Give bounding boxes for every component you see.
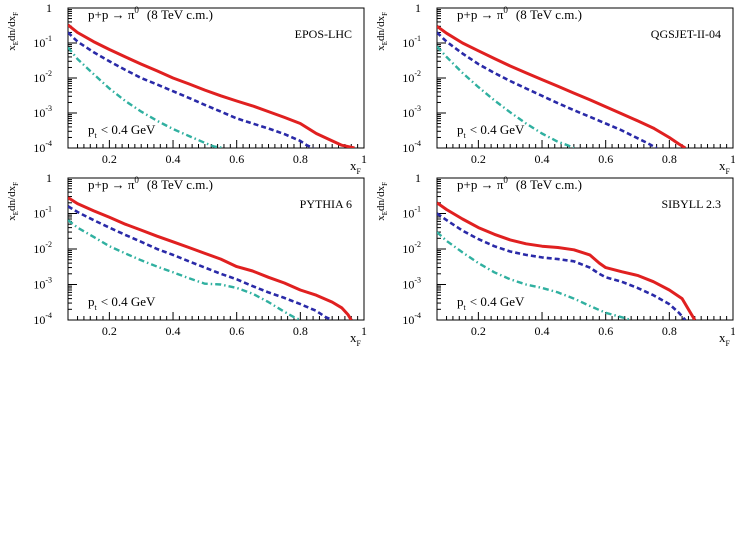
y-tick-label: 1 bbox=[46, 1, 52, 15]
process-label: p+p → π0 (8 TeV c.m.) bbox=[457, 5, 582, 22]
x-tick-label: 0.8 bbox=[293, 324, 308, 338]
panel-4: 0.2 0.4 0.6 0.8 110-410-310-210-11xFxEdn/dxF… bbox=[375, 171, 735, 348]
x-tick-label: 0.2 bbox=[471, 324, 486, 338]
series-line-dashdot bbox=[437, 45, 575, 148]
series-line-dashed bbox=[437, 31, 658, 148]
panel-3: 0.2 0.4 0.6 0.8 110-410-310-210-11xFxEdn/dxF… bbox=[6, 171, 367, 348]
x-tick-label: 0.8 bbox=[662, 324, 677, 338]
y-tick-label: 1 bbox=[415, 171, 421, 185]
y-tick-label: 10-3 bbox=[402, 104, 421, 120]
process-label: p+p → π0 (8 TeV c.m.) bbox=[88, 5, 213, 22]
x-axis-label: xF bbox=[719, 158, 731, 176]
x-tick-label: 0.6 bbox=[229, 152, 244, 166]
y-tick-label: 10-4 bbox=[33, 139, 52, 155]
x-tick-label: 1 bbox=[361, 324, 367, 338]
y-tick-label: 10-3 bbox=[33, 104, 52, 120]
cut-label: pt < 0.4 GeV bbox=[88, 122, 156, 140]
x-tick-label: 0.4 bbox=[166, 152, 181, 166]
cut-label: pt < 0.4 GeV bbox=[457, 294, 525, 312]
y-axis-label: xEdn/dxF bbox=[375, 182, 389, 221]
model-label: EPOS-LHC bbox=[295, 27, 352, 41]
x-axis-label: xF bbox=[350, 330, 362, 348]
x-tick-label: 0.6 bbox=[598, 152, 613, 166]
x-tick-label: 1 bbox=[361, 152, 367, 166]
y-tick-label: 10-4 bbox=[402, 311, 421, 327]
y-tick-label: 10-1 bbox=[402, 205, 421, 221]
y-axis-label: xEdn/dxF bbox=[6, 12, 20, 51]
x-axis-label: xF bbox=[719, 330, 731, 348]
series-line-dashed bbox=[437, 212, 687, 320]
series-line-dashdot bbox=[437, 231, 632, 320]
y-tick-label: 1 bbox=[415, 1, 421, 15]
x-tick-label: 0.2 bbox=[102, 324, 117, 338]
process-label: p+p → π0 (8 TeV c.m.) bbox=[88, 175, 213, 192]
x-tick-label: 0.2 bbox=[102, 152, 117, 166]
x-tick-label: 0.4 bbox=[166, 324, 181, 338]
series-line-solid bbox=[437, 25, 687, 148]
y-tick-label: 10-2 bbox=[402, 69, 421, 85]
process-label: p+p → π0 (8 TeV c.m.) bbox=[457, 175, 582, 192]
series-line-solid bbox=[68, 196, 353, 320]
model-label: SIBYLL 2.3 bbox=[661, 197, 721, 211]
x-tick-label: 0.2 bbox=[471, 152, 486, 166]
x-tick-label: 1 bbox=[730, 152, 735, 166]
y-tick-label: 10-2 bbox=[33, 240, 52, 256]
series-line-dashed bbox=[68, 205, 333, 320]
cut-label: pt < 0.4 GeV bbox=[88, 294, 156, 312]
x-tick-label: 1 bbox=[730, 324, 735, 338]
cut-label: pt < 0.4 GeV bbox=[457, 122, 525, 140]
panel-1: 0.2 0.4 0.6 0.8 110-410-310-210-11xFxEdn/dxF… bbox=[6, 1, 367, 176]
y-tick-label: 10-4 bbox=[402, 139, 421, 155]
y-tick-label: 10-2 bbox=[33, 69, 52, 85]
panel-2: 0.2 0.4 0.6 0.8 110-410-310-210-11xFxEdn/dxF… bbox=[375, 1, 735, 176]
series-line-dashed bbox=[68, 31, 314, 148]
y-axis-label: xEdn/dxF bbox=[6, 182, 20, 221]
x-tick-label: 0.4 bbox=[535, 152, 550, 166]
y-axis-label: xEdn/dxF bbox=[375, 12, 389, 51]
x-tick-label: 0.4 bbox=[535, 324, 550, 338]
series-line-solid bbox=[437, 201, 697, 320]
y-tick-label: 10-1 bbox=[33, 34, 52, 50]
series-line-solid bbox=[68, 23, 355, 148]
series-line-dashdot bbox=[68, 219, 301, 320]
model-label: PYTHIA 6 bbox=[300, 197, 352, 211]
y-tick-label: 10-4 bbox=[33, 311, 52, 327]
y-tick-label: 10-3 bbox=[402, 276, 421, 292]
x-tick-label: 0.6 bbox=[229, 324, 244, 338]
x-axis-label: xF bbox=[350, 158, 362, 176]
y-tick-label: 10-2 bbox=[402, 240, 421, 256]
y-tick-label: 10-1 bbox=[33, 205, 52, 221]
x-tick-label: 0.6 bbox=[598, 324, 613, 338]
x-tick-label: 0.8 bbox=[293, 152, 308, 166]
y-tick-label: 10-1 bbox=[402, 34, 421, 50]
model-label: QGSJET-II-04 bbox=[651, 27, 721, 41]
y-tick-label: 1 bbox=[46, 171, 52, 185]
x-tick-label: 0.8 bbox=[662, 152, 677, 166]
y-tick-label: 10-3 bbox=[33, 276, 52, 292]
